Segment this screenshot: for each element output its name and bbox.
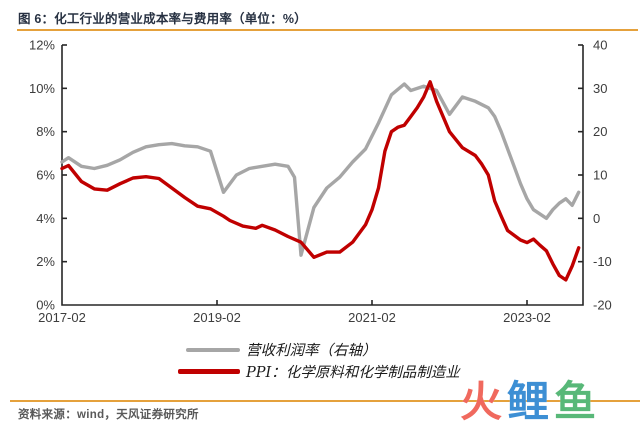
axis-tick-label: 0	[593, 211, 600, 226]
legend-label: PPI：化学原料和化学制品制造业	[246, 365, 460, 381]
axis-tick-label: 10	[593, 168, 607, 183]
profit-margin-series-line	[60, 82, 581, 257]
watermark-character: 火	[460, 377, 508, 426]
axis-tick-label: 12%	[29, 38, 55, 53]
title-divider-line	[17, 29, 638, 31]
axis-tick-label: 2023-02	[503, 310, 551, 325]
axis-tick-label: 30	[593, 81, 607, 96]
axis-tick-label: 2%	[36, 254, 55, 269]
axis-tick-label: 4%	[36, 211, 55, 226]
legend-line-swatch	[178, 369, 240, 374]
axis-tick-label: 6%	[36, 168, 55, 183]
data-source-note: 资料来源：wind，天风证券研究所	[18, 409, 199, 421]
watermark-logo: 火鲤鱼	[460, 381, 601, 423]
axis-tick-label: 2019-02	[193, 310, 241, 325]
legend-label: 营收利润率（右轴）	[246, 343, 377, 359]
axis-frame	[61, 45, 584, 306]
axis-tick-label: 8%	[36, 124, 55, 139]
axis-tick-label: 20	[593, 124, 607, 139]
axis-tick-label: 2017-02	[38, 310, 86, 325]
footer-divider-line	[10, 400, 640, 402]
axis-tick-label: 40	[593, 38, 607, 53]
ppi-series-line	[60, 80, 581, 282]
axis-tick-label: 2021-02	[348, 310, 396, 325]
legend-item: PPI：化学原料和化学制品制造业	[178, 363, 460, 381]
watermark-character: 鲤	[507, 377, 555, 426]
axis-tick-label: -10	[593, 254, 612, 269]
watermark-character: 鱼	[554, 377, 602, 426]
axis-tick-label: 10%	[29, 81, 55, 96]
axis-tick-label: 0%	[36, 298, 55, 313]
chart-legend: 营收利润率（右轴） PPI：化学原料和化学制品制造业	[178, 341, 460, 381]
figure-title: 图 6：化工行业的营业成本率与费用率（单位：%）	[18, 12, 307, 26]
legend-line-swatch	[186, 347, 240, 352]
axis-tick-label: -20	[593, 298, 612, 313]
legend-item: 营收利润率（右轴）	[178, 341, 460, 359]
